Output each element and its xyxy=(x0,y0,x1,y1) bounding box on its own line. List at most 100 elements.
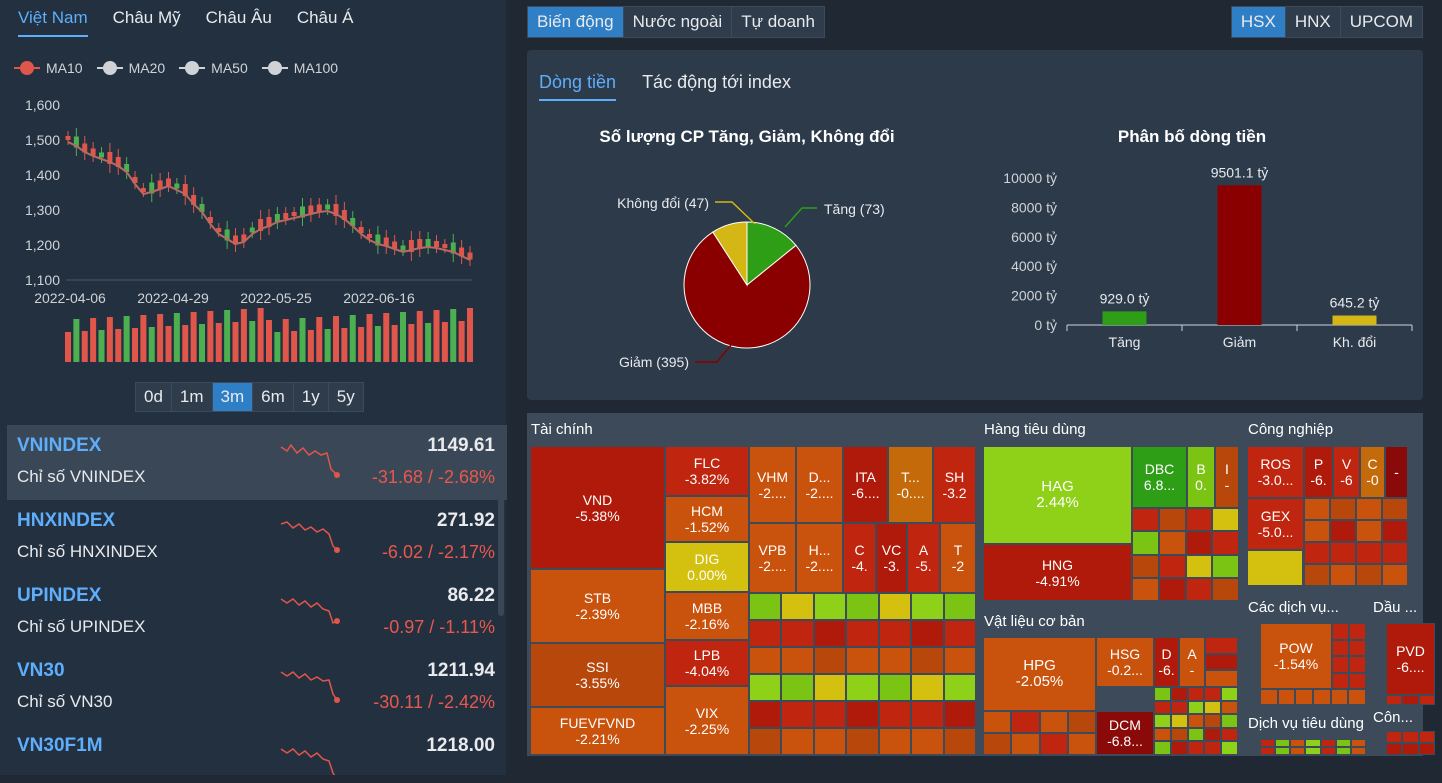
stock-cell-small[interactable] xyxy=(1350,739,1366,747)
stock-cell-small[interactable] xyxy=(1320,747,1336,755)
stock-cell-small[interactable] xyxy=(749,674,782,701)
stock-cell-small[interactable] xyxy=(1348,689,1366,705)
tab-americas[interactable]: Châu Mỹ xyxy=(112,8,181,27)
stock-cell[interactable]: C -0 xyxy=(1360,446,1385,498)
stock-cell-small[interactable] xyxy=(1158,554,1186,578)
stock-cell[interactable]: HPG -2.05% xyxy=(983,637,1096,711)
stock-cell-small[interactable] xyxy=(1304,520,1330,542)
stock-cell-small[interactable] xyxy=(846,701,879,728)
stock-cell-small[interactable] xyxy=(1356,520,1382,542)
stock-cell[interactable]: HSG -0.2... xyxy=(1096,637,1154,687)
stock-cell[interactable]: C -4. xyxy=(843,523,876,593)
stock-cell-small[interactable] xyxy=(1185,577,1213,601)
stock-cell-small[interactable] xyxy=(1154,727,1171,742)
stock-cell[interactable]: D -6. xyxy=(1154,637,1179,687)
stock-cell-small[interactable] xyxy=(1154,714,1171,728)
stock-cell[interactable]: DBC 6.8... xyxy=(1132,446,1187,508)
stock-cell-small[interactable] xyxy=(749,728,782,755)
stock-cell-small[interactable] xyxy=(1170,727,1188,742)
stock-cell-small[interactable] xyxy=(1418,695,1435,705)
tab-europe[interactable]: Châu Âu xyxy=(205,8,272,27)
stock-cell-small[interactable] xyxy=(1170,714,1188,728)
stock-cell[interactable]: HAG 2.44% xyxy=(983,446,1132,544)
stock-cell-small[interactable] xyxy=(1067,711,1096,733)
stock-cell-small[interactable] xyxy=(878,674,912,701)
stock-cell-small[interactable] xyxy=(781,674,814,701)
stock-cell-small[interactable] xyxy=(1158,508,1186,532)
stock-cell-small[interactable] xyxy=(983,733,1012,755)
stock-cell-small[interactable] xyxy=(1204,714,1222,728)
stock-cell-small[interactable] xyxy=(846,728,879,755)
range-3m[interactable]: 3m xyxy=(211,382,254,412)
stock-cell-small[interactable] xyxy=(1247,550,1303,586)
stock-cell-small[interactable] xyxy=(1185,554,1213,578)
stock-cell-small[interactable] xyxy=(911,593,944,620)
range-5y[interactable]: 5y xyxy=(327,382,364,412)
stock-cell-small[interactable] xyxy=(1185,531,1213,555)
stock-cell-small[interactable] xyxy=(1205,670,1238,687)
stock-cell[interactable]: VND -5.38% xyxy=(530,446,665,569)
stock-cell-small[interactable] xyxy=(1154,687,1171,701)
stock-cell-small[interactable] xyxy=(1356,564,1382,586)
stock-cell[interactable]: I- xyxy=(1215,446,1239,508)
stock-cell-small[interactable] xyxy=(1349,672,1366,689)
stock-cell[interactable]: ROS -3.0... xyxy=(1247,446,1304,498)
stock-cell-small[interactable] xyxy=(1132,554,1159,578)
stock-cell-small[interactable] xyxy=(1382,542,1408,564)
stock-cell-small[interactable] xyxy=(1330,520,1356,542)
range-1y[interactable]: 1y xyxy=(292,382,329,412)
tab-tac-dong-index[interactable]: Tác động tới index xyxy=(642,72,791,92)
tab-nuoc-ngoai[interactable]: Nước ngoài xyxy=(622,6,733,38)
stock-cell-small[interactable] xyxy=(1332,623,1349,640)
stock-cell-small[interactable] xyxy=(1330,542,1356,564)
stock-cell-small[interactable] xyxy=(1187,741,1205,755)
tab-bien-dong[interactable]: Biến động xyxy=(527,6,624,38)
stock-cell-small[interactable] xyxy=(813,647,847,674)
stock-cell-small[interactable] xyxy=(1332,672,1349,689)
stock-cell-small[interactable] xyxy=(1335,739,1351,747)
stock-cell-small[interactable] xyxy=(911,728,944,755)
stock-cell-small[interactable] xyxy=(1204,687,1222,701)
stock-cell-small[interactable] xyxy=(1260,689,1278,705)
stock-cell-small[interactable] xyxy=(846,674,879,701)
legend-ma20[interactable]: MA20 xyxy=(96,60,165,76)
stock-cell-small[interactable] xyxy=(813,728,847,755)
stock-cell[interactable]: LPB -4.04% xyxy=(665,640,749,686)
stock-cell-small[interactable] xyxy=(878,728,912,755)
range-6m[interactable]: 6m xyxy=(252,382,294,412)
stock-cell-small[interactable] xyxy=(1132,577,1159,601)
stock-cell-small[interactable] xyxy=(781,701,814,728)
stock-cell[interactable]: A -5. xyxy=(907,523,940,593)
stock-cell[interactable]: DCM -6.8... xyxy=(1096,711,1154,755)
stock-cell[interactable]: GEX -5.0... xyxy=(1247,498,1304,550)
stock-cell-small[interactable] xyxy=(1011,733,1040,755)
stock-cell-small[interactable] xyxy=(1221,741,1238,755)
stock-cell-small[interactable] xyxy=(749,620,782,647)
stock-cell-small[interactable] xyxy=(1204,700,1222,715)
index-row-upindex[interactable]: UPINDEX Chỉ số UPINDEX 86.22 -0.97 / -1.… xyxy=(7,575,507,650)
tab-hnx[interactable]: HNX xyxy=(1284,6,1341,38)
stock-cell-small[interactable] xyxy=(1204,727,1222,742)
stock-cell[interactable]: VPB -2.... xyxy=(749,523,796,593)
stock-cell-small[interactable] xyxy=(943,728,976,755)
stock-cell-small[interactable] xyxy=(943,701,976,728)
stock-cell-small[interactable] xyxy=(878,647,912,674)
stock-cell-small[interactable] xyxy=(1132,531,1159,555)
stock-cell-small[interactable] xyxy=(1330,498,1356,520)
stock-cell-small[interactable] xyxy=(1304,564,1330,586)
stock-cell-small[interactable] xyxy=(1275,739,1291,747)
stock-cell-small[interactable] xyxy=(1305,747,1321,755)
stock-cell[interactable]: HNG -4.91% xyxy=(983,544,1132,601)
stock-cell[interactable]: VIX -2.25% xyxy=(665,686,749,755)
stock-cell-small[interactable] xyxy=(749,593,782,620)
stock-cell-small[interactable] xyxy=(943,647,976,674)
stock-cell-small[interactable] xyxy=(846,593,879,620)
stock-cell-small[interactable] xyxy=(1275,747,1291,755)
stock-cell[interactable]: VHM -2.... xyxy=(749,446,796,523)
stock-cell-small[interactable] xyxy=(781,728,814,755)
stock-cell-small[interactable] xyxy=(749,647,782,674)
stock-cell-small[interactable] xyxy=(846,647,879,674)
stock-cell-small[interactable] xyxy=(1260,739,1276,747)
stock-cell[interactable]: - xyxy=(1385,446,1408,498)
stock-cell-small[interactable] xyxy=(1332,639,1349,656)
